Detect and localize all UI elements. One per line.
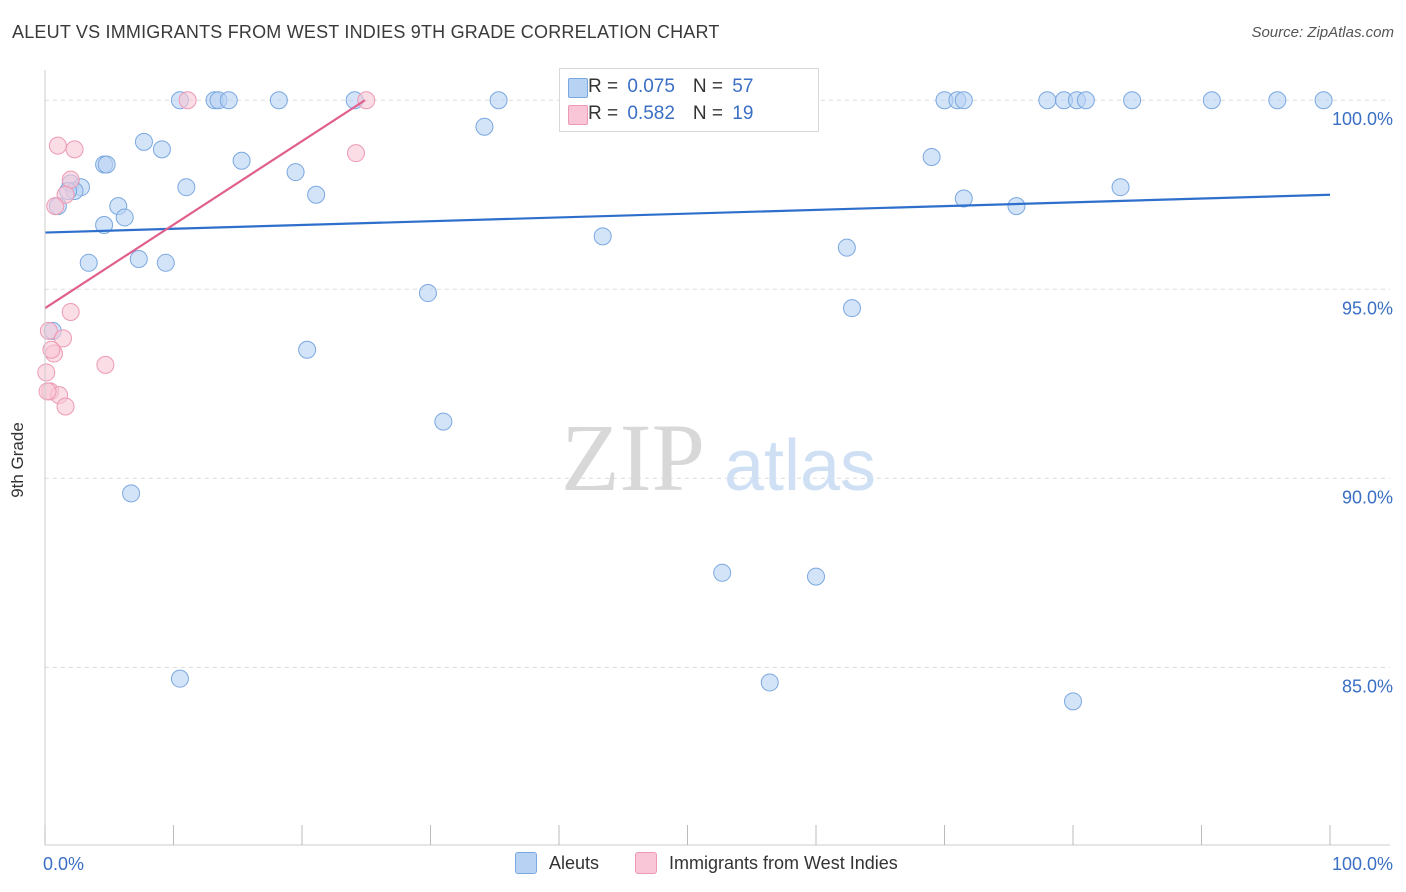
aleut-point — [1007, 197, 1026, 216]
aleut-point — [1076, 91, 1095, 110]
correlation-legend: R = 0.075 N = 57 R = 0.582 N = 19 — [559, 68, 819, 132]
aleut-point — [954, 189, 973, 208]
legend-r-label: R = — [588, 76, 624, 97]
aleut-trend-line — [44, 193, 1331, 234]
series-label-west-indies: Immigrants from West Indies — [669, 852, 898, 873]
west-indies-point — [53, 329, 72, 348]
legend-r-value: 0.075 — [627, 76, 675, 97]
aleut-point — [807, 567, 825, 586]
aleut-point — [842, 299, 861, 318]
west-indies-point — [46, 197, 65, 216]
chart-title: ALEUT VS IMMIGRANTS FROM WEST INDIES 9TH… — [12, 22, 720, 42]
aleut-point — [760, 673, 779, 692]
aleut-point — [122, 484, 141, 503]
legend-swatch-west-indies — [568, 105, 588, 125]
y-tick-label: 85.0% — [1342, 676, 1393, 696]
west-indies-point — [48, 136, 67, 155]
west-indies-point — [357, 91, 376, 110]
aleut-point — [954, 91, 973, 110]
west-indies-point — [37, 363, 56, 382]
legend-row-aleuts: R = 0.075 N = 57 — [568, 74, 754, 100]
legend-n-label: N = — [692, 76, 729, 97]
legend-row-west-indies: R = 0.582 N = 19 — [568, 101, 754, 127]
aleut-point — [593, 227, 612, 246]
aleut-point — [475, 117, 494, 136]
aleut-point — [922, 147, 941, 166]
aleut-point — [286, 163, 305, 182]
aleut-point — [152, 140, 171, 159]
y-tick-label: 90.0% — [1342, 487, 1393, 507]
series-legend-west-indies[interactable]: Immigrants from West Indies — [635, 852, 898, 874]
west-indies-point — [56, 397, 75, 416]
west-indies-point — [96, 355, 115, 374]
series-swatch-west-indies — [635, 852, 657, 874]
aleut-point — [1064, 692, 1082, 711]
aleut-point — [1123, 91, 1142, 110]
aleut-point — [1111, 178, 1130, 197]
points-layer — [37, 91, 1333, 711]
legend-swatch-aleuts — [568, 78, 588, 98]
y-tick-label: 100.0% — [1332, 109, 1393, 129]
aleut-point — [434, 412, 453, 431]
aleut-point — [489, 91, 508, 110]
aleut-point — [307, 185, 326, 204]
aleut-point — [837, 238, 856, 257]
watermark-zip: ZIP — [561, 404, 705, 511]
legend-n-label: N = — [692, 103, 729, 124]
aleut-point — [115, 208, 134, 227]
legend-r-label: R = — [588, 103, 624, 124]
west-indies-point — [65, 140, 84, 159]
aleut-point — [129, 250, 148, 269]
y-tick-label: 95.0% — [1342, 298, 1393, 318]
west-indies-point — [56, 185, 75, 204]
aleut-point — [269, 91, 288, 110]
trend-layer — [44, 99, 1331, 310]
aleut-point — [1038, 91, 1057, 110]
legend-r-value: 0.582 — [627, 103, 675, 124]
aleut-point — [418, 284, 437, 303]
watermark: ZIP atlas — [561, 404, 876, 511]
west-indies-point — [38, 382, 57, 401]
grid-layer — [45, 99, 1390, 668]
west-indies-point — [42, 340, 61, 359]
x-tick-label: 100.0% — [1332, 854, 1393, 874]
aleut-point — [1314, 91, 1333, 110]
aleut-point — [95, 216, 114, 234]
aleut-point — [1202, 91, 1221, 110]
series-swatch-aleuts — [515, 852, 537, 874]
aleut-point — [298, 340, 317, 359]
west-indies-point — [61, 170, 80, 189]
aleut-point — [156, 253, 175, 272]
aleut-point — [232, 151, 251, 170]
axis-layer: 100.0% 95.0% 90.0% 85.0% 0.0% 100.0% — [43, 70, 1393, 874]
series-legend: Aleuts Immigrants from West Indies — [0, 852, 1406, 878]
x-tick-label: 0.0% — [43, 854, 84, 874]
west-indies-trend-line — [44, 99, 366, 310]
west-indies-point — [178, 91, 197, 110]
west-indies-point — [61, 302, 80, 321]
series-legend-aleuts[interactable]: Aleuts — [515, 852, 599, 874]
legend-n-value: 57 — [732, 76, 754, 97]
aleut-point — [170, 669, 189, 688]
aleut-point — [177, 178, 196, 197]
aleut-point — [134, 132, 153, 151]
series-label-aleuts: Aleuts — [549, 852, 600, 873]
watermark-atlas: atlas — [724, 426, 876, 506]
legend-n-value: 19 — [732, 103, 754, 124]
source-label: Source: ZipAtlas.com — [1251, 24, 1394, 41]
aleut-point — [219, 91, 238, 110]
aleut-point — [97, 155, 116, 174]
aleut-point — [79, 253, 98, 272]
west-indies-point — [346, 144, 365, 163]
aleut-point — [1268, 91, 1287, 110]
aleut-point — [713, 563, 732, 582]
